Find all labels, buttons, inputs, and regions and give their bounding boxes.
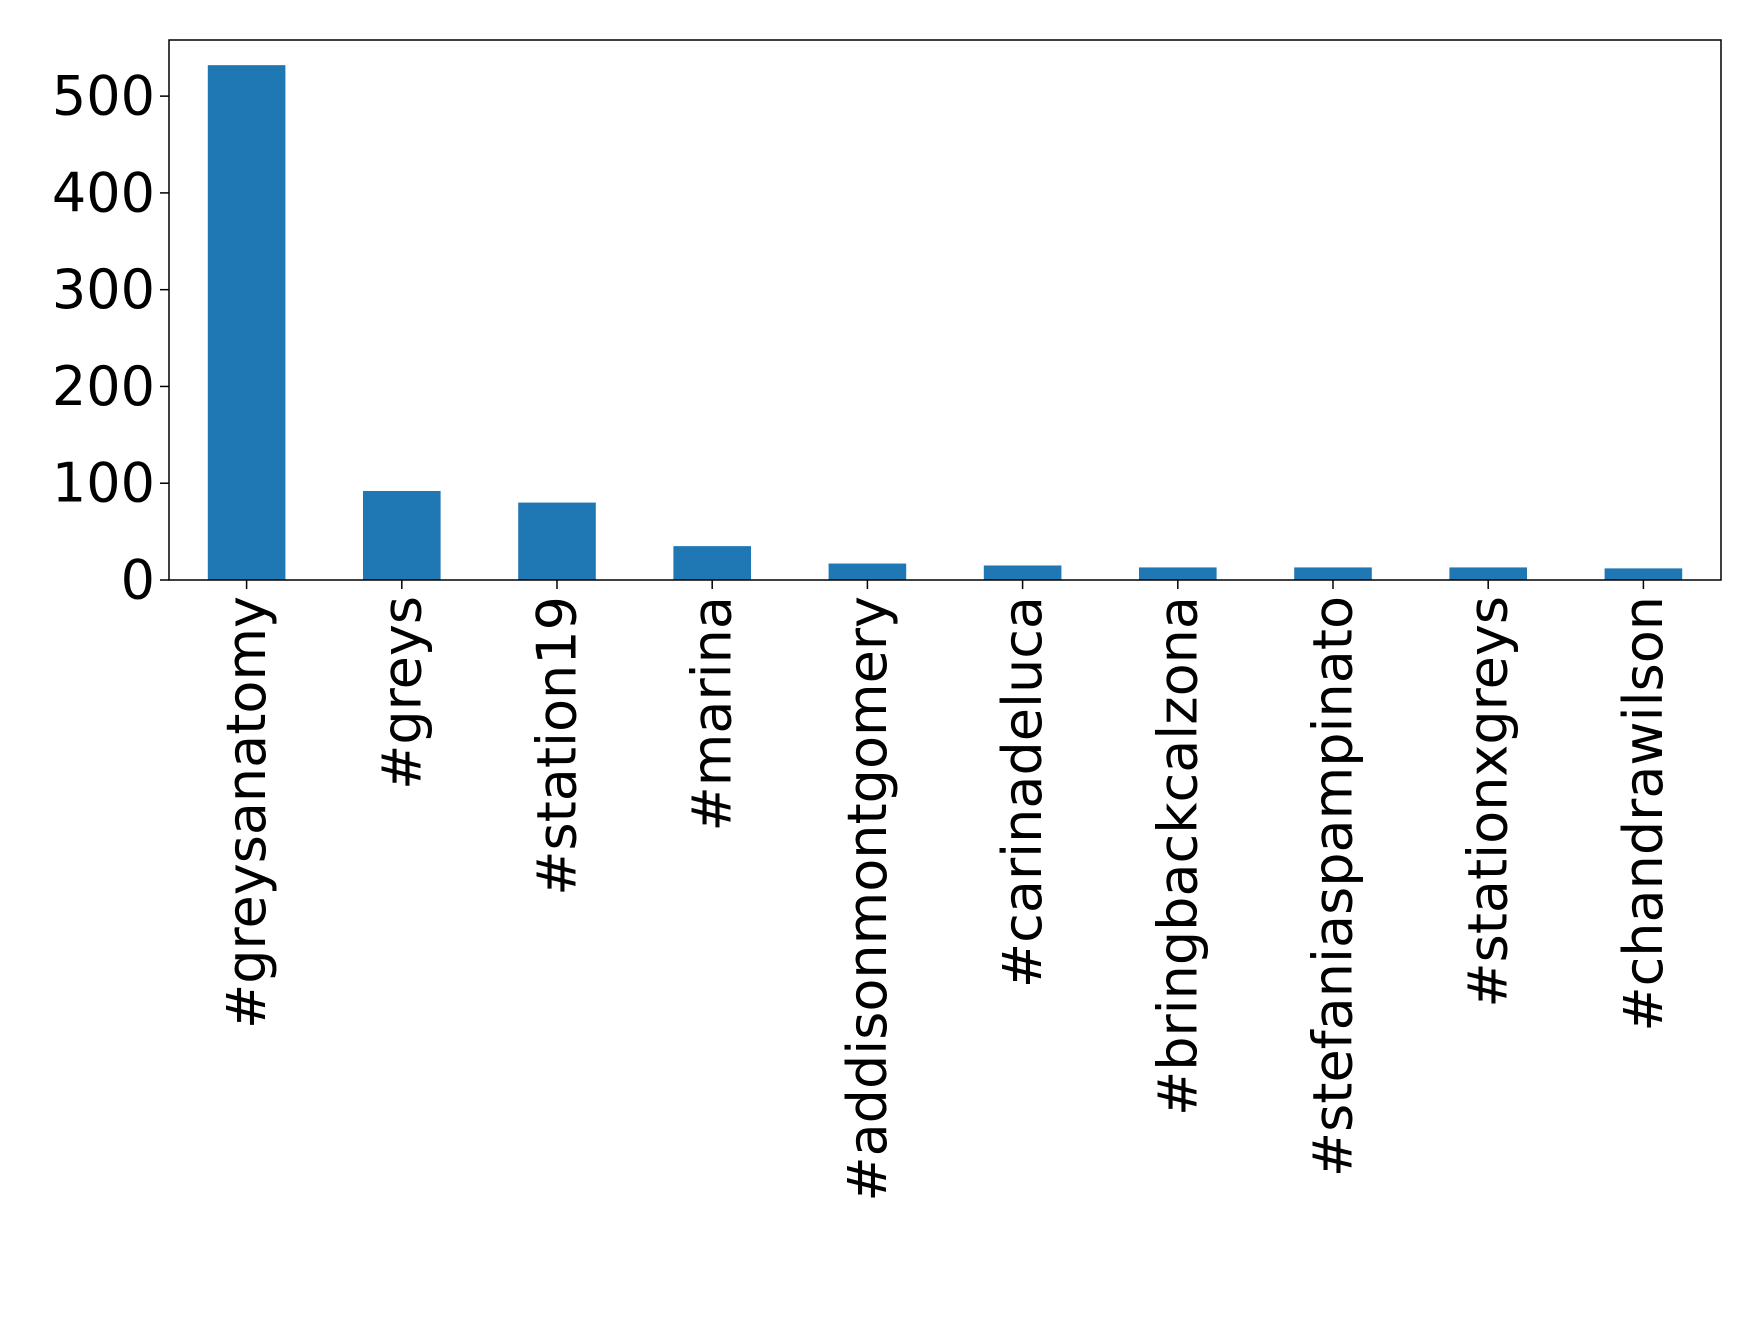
- x-tick-label-bringbackcalzona: #bringbackcalzona: [1146, 596, 1209, 1116]
- x-tick-label-greysanatomy: #greysanatomy: [215, 596, 278, 1029]
- bar-chandrawilson: [1604, 568, 1683, 580]
- x-tick-label-chandrawilson: #chandrawilson: [1612, 596, 1675, 1032]
- x-tick-label-stefaniaspampinato: #stefaniaspampinato: [1302, 596, 1365, 1177]
- bars-group: [207, 65, 1683, 580]
- y-tick-label-100: 100: [52, 452, 155, 515]
- y-tick-label-0: 0: [121, 549, 155, 612]
- bar-carinadeluca: [983, 565, 1062, 580]
- x-tick-label-marina: #marina: [681, 596, 744, 831]
- bar-addisonmontgomery: [828, 563, 907, 580]
- bar-greys: [363, 490, 441, 580]
- bar-bringbackcalzona: [1139, 567, 1217, 580]
- y-tick-label-300: 300: [52, 258, 155, 321]
- x-tick-label-station19: #station19: [526, 596, 589, 896]
- y-axis: 0 100 200 300 400 500: [52, 65, 169, 612]
- y-tick-label-200: 200: [52, 355, 155, 418]
- y-tick-label-400: 400: [52, 161, 155, 224]
- x-tick-label-addisonmontgomery: #addisonmontgomery: [836, 596, 899, 1202]
- bar-greysanatomy: [207, 65, 286, 580]
- bar-stationxgreys: [1449, 567, 1527, 580]
- x-tick-label-carinadeluca: #carinadeluca: [991, 596, 1054, 988]
- bar-marina: [673, 546, 751, 580]
- x-tick-label-greys: #greys: [370, 596, 433, 790]
- x-axis: #greysanatomy #greys #station19 #marina #add…: [215, 580, 1675, 1202]
- plot-frame: [168, 39, 1722, 581]
- bar-station19: [518, 502, 596, 580]
- bar-stefaniaspampinato: [1294, 567, 1372, 580]
- y-tick-label-500: 500: [52, 65, 155, 128]
- x-tick-label-stationxgreys: #stationxgreys: [1457, 596, 1520, 1008]
